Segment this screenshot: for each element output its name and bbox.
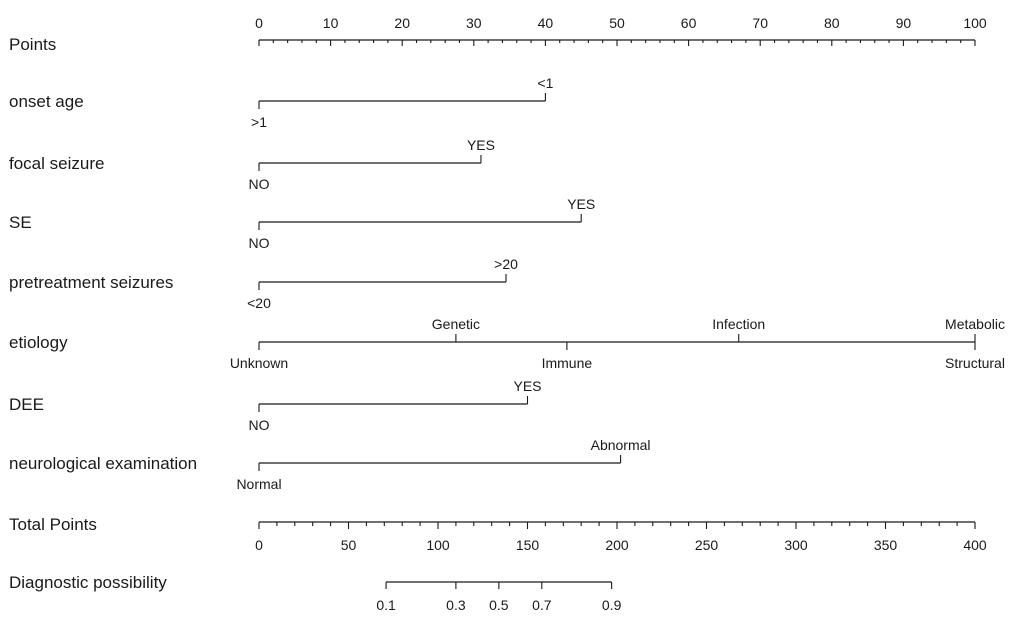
predictor-row-se: SE NO YES: [9, 196, 595, 251]
probability-tick-label: 0.9: [602, 597, 622, 613]
total-tick-label: 150: [516, 537, 540, 553]
probability-tick-label: 0.3: [446, 597, 466, 613]
predictor-row-onset-age: onset age >1 <1: [9, 75, 554, 130]
total-tick-label: 250: [695, 537, 719, 553]
level-label: NO: [249, 176, 270, 192]
predictor-label-neurological-examination: neurological examination: [9, 454, 197, 473]
total-tick-label: 400: [963, 537, 987, 553]
points-tick-label: 70: [752, 15, 768, 31]
predictor-row-neurological-examination: neurological examination Normal Abnormal: [9, 437, 651, 492]
points-axis-label: Points: [9, 35, 56, 54]
predictor-row-focal-seizure: focal seizure NO YES: [9, 137, 495, 192]
total-points-axis-label: Total Points: [9, 515, 97, 534]
points-tick-label: 100: [963, 15, 987, 31]
predictor-label-onset-age: onset age: [9, 92, 84, 111]
predictor-label-se: SE: [9, 213, 32, 232]
total-tick-label: 0: [255, 537, 263, 553]
points-tick-label: 0: [255, 15, 263, 31]
level-label: >20: [494, 256, 518, 272]
level-label: Genetic: [432, 316, 480, 332]
level-label: Infection: [712, 316, 765, 332]
total-points-axis: Total Points 0 50 100 150 200 250 300 350 400: [9, 515, 987, 553]
level-label: Structural: [945, 355, 1005, 371]
level-label: YES: [567, 196, 595, 212]
total-tick-label: 300: [784, 537, 808, 553]
level-label: <1: [537, 75, 553, 91]
diagnostic-possibility-label: Diagnostic possibility: [9, 573, 167, 592]
level-label: Metabolic: [945, 316, 1005, 332]
total-tick-label: 50: [341, 537, 357, 553]
level-label: YES: [467, 137, 495, 153]
points-tick-label: 50: [609, 15, 625, 31]
probability-tick-label: 0.5: [489, 597, 509, 613]
points-tick-label: 10: [323, 15, 339, 31]
total-tick-label: 100: [426, 537, 450, 553]
level-label: YES: [513, 378, 541, 394]
points-tick-label: 90: [896, 15, 912, 31]
points-tick-label: 30: [466, 15, 482, 31]
level-label: NO: [249, 417, 270, 433]
level-label: >1: [251, 114, 267, 130]
level-label: Unknown: [230, 355, 288, 371]
predictor-label-focal-seizure: focal seizure: [9, 154, 104, 173]
level-label: NO: [249, 235, 270, 251]
predictor-row-dee: DEE NO YES: [9, 378, 542, 433]
total-tick-label: 200: [605, 537, 629, 553]
total-tick-label: 350: [874, 537, 898, 553]
predictor-row-etiology: etiology Unknown Genetic Immune Infection Met…: [9, 316, 1005, 371]
points-axis: Points 0 10 20 30 40 50 60 70 80 90 100: [9, 15, 987, 54]
level-label: Immune: [542, 355, 593, 371]
diagnostic-possibility-axis: Diagnostic possibility 0.1 0.3 0.5 0.7 0.9: [9, 573, 622, 613]
probability-tick-label: 0.7: [532, 597, 552, 613]
points-tick-label: 80: [824, 15, 840, 31]
predictor-label-etiology: etiology: [9, 333, 68, 352]
level-label: Abnormal: [591, 437, 651, 453]
probability-tick-label: 0.1: [376, 597, 396, 613]
points-tick-label: 20: [394, 15, 410, 31]
points-tick-label: 40: [538, 15, 554, 31]
predictor-label-pretreatment-seizures: pretreatment seizures: [9, 273, 173, 292]
predictor-row-pretreatment-seizures: pretreatment seizures <20 >20: [9, 256, 518, 311]
level-label: <20: [247, 295, 271, 311]
level-label: Normal: [236, 476, 281, 492]
points-tick-label: 60: [681, 15, 697, 31]
predictor-rows: onset age >1 <1 focal seizure NO YES SE NO YES pr…: [9, 75, 1005, 492]
predictor-label-dee: DEE: [9, 395, 44, 414]
